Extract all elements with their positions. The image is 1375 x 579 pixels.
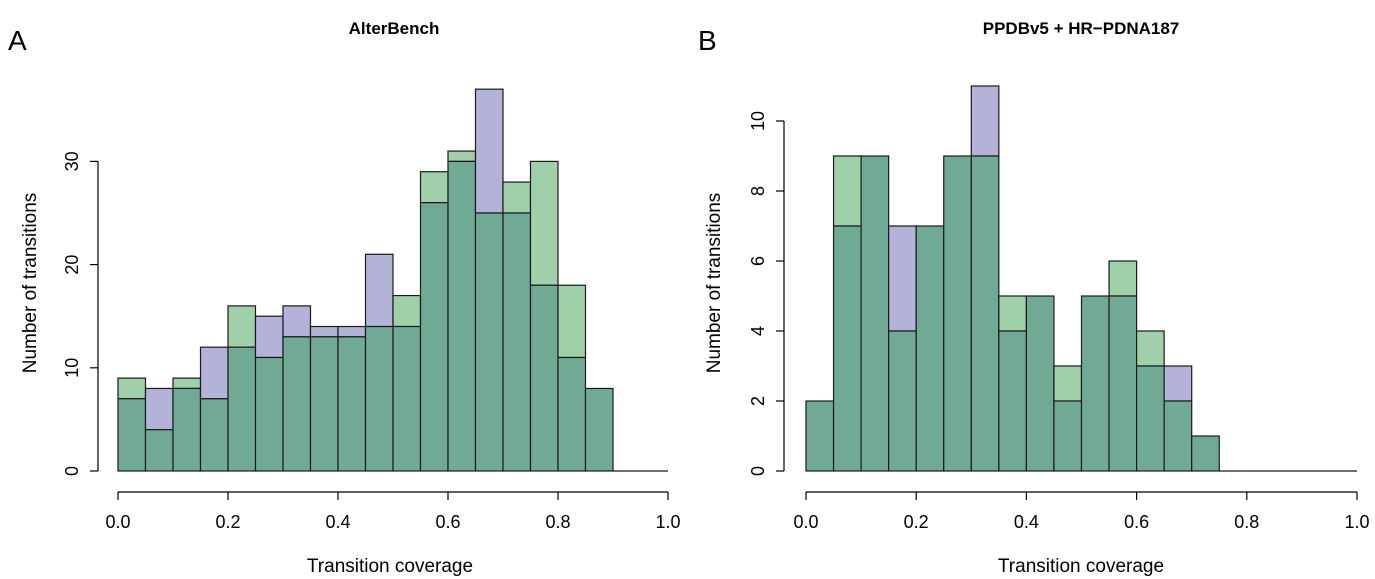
histogram-panel-b: B PPDBv5 + HR−PDNA187 Transition coverag… bbox=[698, 19, 1370, 577]
bar-excess-a-12 bbox=[447, 150, 477, 163]
bar-overlap-a-11 bbox=[419, 202, 449, 472]
bar-overlap-a-6 bbox=[282, 336, 312, 472]
chart-title-a: AlterBench bbox=[349, 19, 440, 38]
bar-overlap-b-1 bbox=[832, 225, 862, 472]
y-tick-label-a-3: 30 bbox=[62, 151, 82, 171]
bar-overlap-b-9 bbox=[1053, 400, 1083, 472]
y-tick-label-b-1: 2 bbox=[748, 396, 768, 406]
bar-overlap-b-8 bbox=[1025, 295, 1055, 472]
bar-overlap-a-14 bbox=[502, 212, 532, 472]
bar-excess-a-0 bbox=[117, 377, 147, 400]
bar-overlap-b-13 bbox=[1163, 400, 1193, 472]
x-tick-label-b-5: 1.0 bbox=[1344, 512, 1369, 532]
y-tick-label-b-4: 8 bbox=[748, 186, 768, 196]
bar-excess-b-3 bbox=[888, 225, 917, 332]
bar-excess-b-12 bbox=[1135, 330, 1165, 367]
bar-overlap-b-12 bbox=[1135, 365, 1165, 472]
bar-overlap-a-3 bbox=[199, 398, 229, 472]
bar-excess-a-8 bbox=[337, 325, 367, 338]
bar-overlap-b-10 bbox=[1080, 295, 1110, 472]
y-axis-a: 0 10 20 30 bbox=[62, 151, 99, 476]
x-tick-label-a-5: 1.0 bbox=[655, 512, 680, 532]
bar-excess-a-3 bbox=[199, 346, 229, 400]
x-axis-label-a: Transition coverage bbox=[307, 556, 473, 577]
x-tick-label-a-2: 0.4 bbox=[325, 512, 350, 532]
bar-overlap-a-4 bbox=[227, 346, 257, 472]
bar-overlap-b-11 bbox=[1108, 295, 1138, 472]
bars-a bbox=[117, 88, 668, 472]
bar-excess-a-2 bbox=[172, 377, 202, 390]
bar-excess-a-10 bbox=[392, 294, 422, 328]
x-tick-label-b-0: 0.0 bbox=[793, 512, 818, 532]
bar-overlap-b-2 bbox=[860, 155, 890, 472]
bar-overlap-a-5 bbox=[254, 356, 284, 472]
y-tick-label-b-3: 6 bbox=[748, 256, 768, 266]
bar-excess-a-4 bbox=[227, 305, 257, 348]
bar-excess-a-7 bbox=[309, 325, 339, 338]
panel-letter-a: A bbox=[8, 25, 27, 56]
bar-overlap-a-7 bbox=[309, 336, 339, 472]
x-tick-label-a-1: 0.2 bbox=[215, 512, 240, 532]
bar-overlap-a-8 bbox=[337, 336, 367, 472]
y-tick-label-b-0: 0 bbox=[748, 466, 768, 476]
chart-title-b: PPDBv5 + HR−PDNA187 bbox=[983, 19, 1180, 38]
y-tick-label-a-0: 0 bbox=[62, 466, 82, 476]
bar-excess-b-7 bbox=[998, 295, 1027, 332]
bar-excess-a-9 bbox=[364, 253, 394, 328]
bar-overlap-b-7 bbox=[998, 330, 1027, 472]
bar-overlap-a-10 bbox=[392, 325, 422, 472]
x-tick-label-a-0: 0.0 bbox=[105, 512, 130, 532]
bar-overlap-a-12 bbox=[447, 160, 477, 472]
x-tick-label-a-4: 0.8 bbox=[545, 512, 570, 532]
bar-overlap-b-0 bbox=[805, 400, 835, 472]
bar-overlap-a-1 bbox=[144, 429, 174, 472]
histogram-panel-a: A AlterBench Transition coverage Number … bbox=[8, 19, 681, 577]
bar-overlap-a-13 bbox=[474, 212, 504, 472]
bar-overlap-a-16 bbox=[557, 356, 587, 472]
bar-overlap-a-9 bbox=[364, 325, 394, 472]
bar-excess-a-14 bbox=[502, 181, 532, 214]
bar-excess-b-6 bbox=[970, 85, 1000, 157]
bar-excess-a-11 bbox=[419, 171, 449, 204]
y-tick-label-b-2: 4 bbox=[748, 326, 768, 336]
bar-overlap-b-6 bbox=[970, 155, 1000, 472]
x-axis-a: 0.0 0.2 0.4 0.6 0.8 1.0 bbox=[105, 491, 681, 532]
bar-excess-b-13 bbox=[1163, 365, 1193, 402]
x-tick-label-b-3: 0.6 bbox=[1124, 512, 1149, 532]
bar-overlap-b-14 bbox=[1191, 435, 1220, 472]
bar-excess-a-6 bbox=[282, 305, 312, 338]
panel-letter-b: B bbox=[698, 25, 717, 56]
bar-excess-a-16 bbox=[557, 284, 587, 359]
bar-excess-a-13 bbox=[474, 88, 504, 214]
y-axis-label-b: Number of transitions bbox=[704, 193, 725, 374]
y-axis-label-a: Number of transitions bbox=[20, 193, 41, 374]
bar-excess-b-1 bbox=[832, 155, 862, 227]
x-tick-label-a-3: 0.6 bbox=[435, 512, 460, 532]
bar-overlap-b-4 bbox=[915, 225, 945, 472]
x-tick-label-b-1: 0.2 bbox=[904, 512, 929, 532]
bar-excess-a-1 bbox=[144, 387, 174, 431]
bar-overlap-a-15 bbox=[529, 284, 559, 472]
bar-excess-a-5 bbox=[254, 315, 284, 359]
bar-overlap-b-5 bbox=[943, 155, 972, 472]
x-tick-label-b-4: 0.8 bbox=[1234, 512, 1259, 532]
bar-overlap-a-2 bbox=[172, 387, 202, 472]
bar-excess-b-9 bbox=[1053, 365, 1083, 402]
x-axis-label-b: Transition coverage bbox=[998, 556, 1164, 577]
y-tick-label-a-2: 20 bbox=[62, 255, 82, 275]
x-tick-label-b-2: 0.4 bbox=[1014, 512, 1039, 532]
bars-b bbox=[805, 85, 1357, 472]
y-tick-label-b-5: 10 bbox=[748, 111, 768, 131]
bar-overlap-a-0 bbox=[117, 398, 147, 472]
y-tick-label-a-1: 10 bbox=[62, 358, 82, 378]
bar-excess-b-11 bbox=[1108, 260, 1138, 297]
x-axis-b: 0.0 0.2 0.4 0.6 0.8 1.0 bbox=[793, 491, 1370, 532]
y-axis-b: 0 2 4 6 8 10 bbox=[748, 111, 785, 476]
bar-overlap-a-17 bbox=[584, 387, 614, 472]
bar-excess-a-15 bbox=[529, 160, 559, 286]
bar-overlap-b-3 bbox=[888, 330, 917, 472]
